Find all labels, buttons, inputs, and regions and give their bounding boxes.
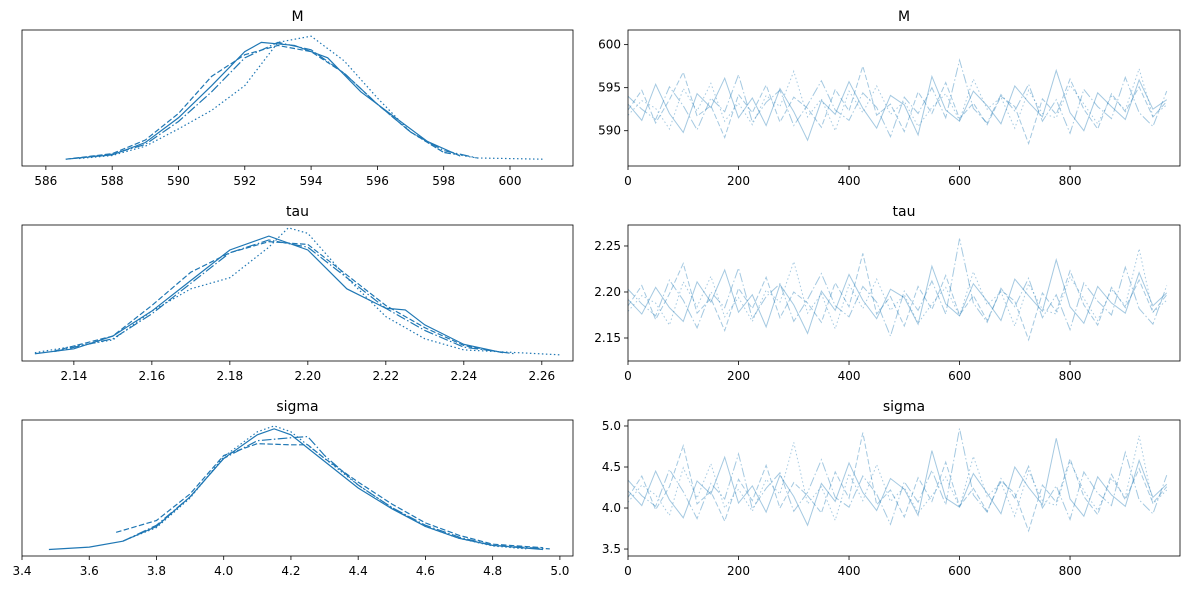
- x-tick-label: 2.16: [138, 369, 165, 383]
- plot-area: [65, 35, 544, 160]
- y-tick-label: 4.5: [602, 460, 621, 474]
- axes-frame: [21, 419, 574, 557]
- subplot: tau 0 200 400 600 800 2.15 2.20 2.25: [594, 204, 1181, 383]
- trace-line: [628, 68, 1168, 142]
- density-line: [54, 239, 515, 355]
- subplot-title: sigma: [883, 399, 925, 415]
- axes-frame: [627, 224, 1181, 362]
- axes-frame: [21, 224, 574, 362]
- y-tick-label: 590: [598, 124, 621, 138]
- subplot-title: sigma: [276, 399, 318, 415]
- x-tick-label: 800: [1059, 174, 1082, 188]
- density-line: [65, 41, 461, 160]
- trace-line: [628, 238, 1168, 338]
- axes-frame: [627, 419, 1181, 557]
- density-line: [54, 241, 503, 354]
- trace-line: [628, 248, 1168, 331]
- y-tick-label: 2.20: [594, 285, 621, 299]
- density-line: [122, 435, 550, 550]
- x-tick-label: 200: [727, 174, 750, 188]
- x-tick-label: 3.4: [12, 564, 31, 578]
- subplot-title: tau: [286, 204, 309, 220]
- x-tick-label: 5.0: [550, 564, 569, 578]
- x-tick-label: 200: [727, 564, 750, 578]
- density-line: [34, 235, 503, 355]
- x-tick-label: 600: [948, 564, 971, 578]
- density-line: [34, 227, 562, 356]
- plot-area: [628, 428, 1168, 533]
- x-tick-label: 4.4: [349, 564, 368, 578]
- density-line: [115, 443, 544, 549]
- x-tick-label: 400: [838, 174, 861, 188]
- x-tick-label: 594: [300, 174, 323, 188]
- x-tick-label: 600: [499, 174, 522, 188]
- density-line: [72, 41, 477, 160]
- trace-line: [628, 58, 1168, 139]
- trace-line: [628, 435, 1168, 522]
- trace-line: [628, 253, 1168, 342]
- y-tick-label: 4.0: [602, 501, 621, 515]
- x-tick-label: 2.24: [450, 369, 477, 383]
- density-line: [48, 428, 544, 551]
- y-tick-label: 3.5: [602, 542, 621, 556]
- x-tick-label: 3.8: [147, 564, 166, 578]
- x-tick-label: 600: [948, 174, 971, 188]
- axes-frame: [21, 29, 574, 167]
- subplot: sigma 3.4 3.6 3.8 4.0 4.2 4.4 4.6 4.8 5.0: [12, 399, 574, 578]
- x-tick-label: 588: [101, 174, 124, 188]
- density-line: [65, 44, 451, 160]
- subplot-title: M: [291, 9, 303, 25]
- plot-area: [48, 425, 550, 551]
- x-tick-label: 800: [1059, 369, 1082, 383]
- trace-line: [628, 67, 1168, 133]
- trace-line: [628, 64, 1168, 146]
- trace-line: [628, 257, 1168, 335]
- x-tick-label: 4.6: [416, 564, 435, 578]
- x-tick-label: 400: [838, 369, 861, 383]
- x-tick-label: 2.14: [61, 369, 88, 383]
- trace-line: [628, 438, 1168, 527]
- y-tick-label: 2.15: [594, 331, 621, 345]
- x-tick-label: 592: [233, 174, 256, 188]
- axes-frame: [627, 29, 1181, 167]
- x-tick-label: 0: [624, 564, 632, 578]
- plot-area: [34, 227, 562, 356]
- x-tick-label: 598: [432, 174, 455, 188]
- trace-line: [628, 432, 1168, 533]
- subplot-title: M: [898, 9, 910, 25]
- x-tick-label: 800: [1059, 564, 1082, 578]
- x-tick-label: 2.18: [216, 369, 243, 383]
- y-tick-label: 2.25: [594, 239, 621, 253]
- x-tick-label: 400: [838, 564, 861, 578]
- plot-area: [628, 58, 1168, 146]
- x-tick-label: 2.26: [528, 369, 555, 383]
- x-tick-label: 0: [624, 369, 632, 383]
- x-tick-label: 586: [34, 174, 57, 188]
- subplot: M 586 588 590 592 594 596 598 600: [21, 9, 574, 188]
- y-tick-label: 600: [598, 38, 621, 52]
- x-tick-label: 4.2: [281, 564, 300, 578]
- x-tick-label: 4.8: [483, 564, 502, 578]
- x-tick-label: 600: [948, 369, 971, 383]
- x-tick-label: 2.22: [372, 369, 399, 383]
- trace-line: [628, 428, 1168, 526]
- x-tick-label: 4.0: [214, 564, 233, 578]
- subplot: tau 2.14 2.16 2.18 2.20 2.22 2.24 2.26: [21, 204, 574, 383]
- x-tick-label: 2.20: [294, 369, 321, 383]
- x-tick-label: 596: [366, 174, 389, 188]
- y-tick-label: 5.0: [602, 419, 621, 433]
- x-tick-label: 0: [624, 174, 632, 188]
- subplot: M 0 200 400 600 800 590 595 600: [598, 9, 1181, 188]
- plot-area: [628, 238, 1168, 342]
- x-tick-label: 590: [167, 174, 190, 188]
- x-tick-label: 200: [727, 369, 750, 383]
- y-tick-label: 595: [598, 81, 621, 95]
- subplot-title: tau: [893, 204, 916, 220]
- density-line: [129, 425, 527, 550]
- x-tick-label: 3.6: [80, 564, 99, 578]
- subplot: sigma 0 200 400 600 800 3.5 4.0 4.5 5.0: [602, 399, 1181, 578]
